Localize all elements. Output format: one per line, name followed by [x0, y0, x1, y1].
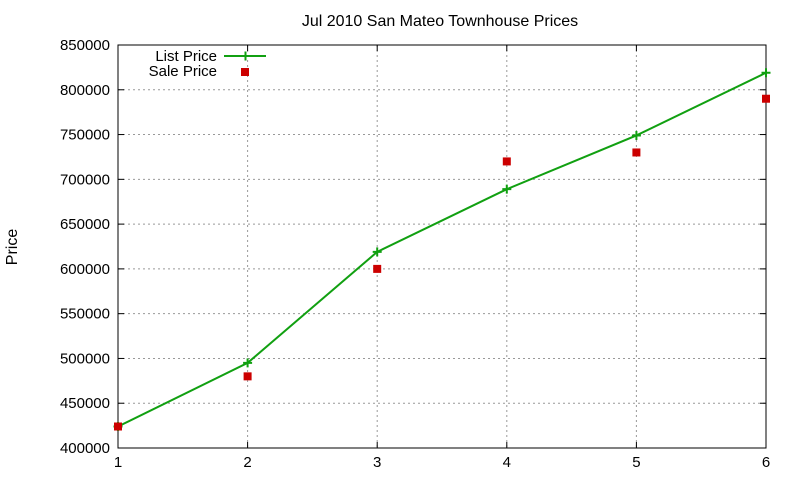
y-tick-label: 800000 [60, 82, 110, 99]
data-point-list-price [243, 358, 253, 368]
data-point-list-price [372, 247, 382, 257]
y-tick-label: 650000 [60, 216, 110, 233]
x-tick-label: 4 [503, 454, 511, 471]
y-tick-label: 750000 [60, 127, 110, 144]
data-point-sale-price [243, 372, 252, 381]
x-tick-label: 6 [762, 454, 770, 471]
x-tick-label: 3 [373, 454, 381, 471]
data-point-sale-price [762, 94, 770, 103]
y-tick-label: 400000 [60, 440, 110, 457]
y-axis-label: Price [4, 229, 21, 266]
plot-frame [117, 44, 767, 449]
y-tick-label: 850000 [60, 37, 110, 54]
x-tick-label: 2 [243, 454, 251, 471]
grid-layer [118, 45, 766, 448]
data-point-sale-price [373, 264, 382, 273]
data-point-sale-price [114, 422, 122, 431]
legend-label-list-price: List Price [155, 48, 217, 65]
x-tick-label: 5 [632, 454, 640, 471]
y-tick-label: 500000 [60, 350, 110, 367]
legend-marker-sale-price [241, 68, 249, 76]
y-tick-label: 600000 [60, 261, 110, 278]
data-point-sale-price [502, 157, 511, 166]
data-point-sale-price [632, 148, 641, 157]
y-tick-label: 450000 [60, 395, 110, 412]
y-tick-label: 550000 [60, 306, 110, 323]
data-point-list-price [502, 184, 512, 194]
tick-layer: 400000 450000 500000 550000 600000 650000 7000… [60, 37, 770, 471]
legend-label-sale-price: Sale Price [149, 63, 217, 80]
legend: List Price Sale Price [149, 48, 266, 80]
data-point-list-price [761, 68, 771, 78]
y-tick-label: 700000 [60, 171, 110, 188]
chart-title: Jul 2010 San Mateo Townhouse Prices [302, 13, 578, 30]
x-tick-label: 1 [114, 454, 122, 471]
data-point-list-price [631, 130, 641, 140]
legend-marker-list-price [241, 51, 250, 61]
series-line-list-price [117, 71, 767, 428]
series-layer [113, 68, 771, 432]
